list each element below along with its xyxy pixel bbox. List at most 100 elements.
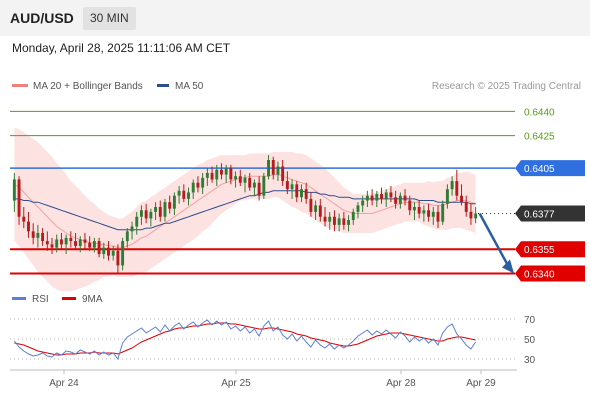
bollinger-band-area (14, 127, 476, 292)
candle-body (88, 242, 92, 248)
projection (478, 212, 514, 274)
candle-body (243, 177, 247, 183)
candle (229, 164, 233, 185)
legend-label-ma50: MA 50 (175, 81, 204, 92)
candle (149, 208, 153, 227)
candle (97, 237, 101, 258)
candle-body (300, 189, 303, 198)
candle-body (55, 239, 59, 248)
candle (380, 187, 383, 204)
candle-body (403, 195, 407, 201)
candle-body (92, 241, 96, 248)
candle-body (365, 195, 369, 201)
candle (412, 202, 416, 220)
candle (111, 245, 115, 261)
candle (135, 211, 139, 235)
candle-body (59, 239, 63, 245)
level-tag-text-0.6355: 0.6355 (524, 245, 555, 256)
candle-body (36, 232, 40, 238)
candle (107, 241, 110, 261)
candle (74, 232, 78, 250)
candle-body (276, 166, 280, 175)
symbol-title: AUD/USD (10, 10, 74, 26)
candle (224, 164, 228, 183)
candle-body (314, 205, 318, 212)
level-label-0.6440: 0.6440 (524, 107, 555, 118)
candle-body (196, 182, 200, 188)
candle-body (290, 184, 294, 190)
candle-body (304, 189, 308, 199)
candle-body (158, 207, 162, 217)
rsi-level-label-50: 50 (524, 335, 536, 346)
candle-body (436, 211, 440, 222)
level-tag-text-0.6377: 0.6377 (524, 210, 555, 221)
candle (403, 189, 407, 206)
candle (314, 200, 318, 220)
candle-body (135, 216, 139, 227)
candle-body (445, 189, 449, 204)
candle-body (474, 213, 478, 219)
candle (158, 200, 162, 222)
main-legend: MA 20 + Bollinger Bands MA 50 (12, 81, 204, 92)
candle-body (17, 179, 21, 217)
candle (55, 234, 59, 253)
candle (187, 187, 190, 206)
candle-body (50, 244, 54, 248)
candle-body (215, 169, 219, 180)
candle (365, 190, 369, 208)
candle (460, 184, 463, 206)
candle-body (252, 182, 256, 188)
candle-body (210, 172, 214, 180)
candle (248, 172, 252, 191)
candle (300, 184, 303, 203)
candle-body (229, 168, 233, 180)
candle-body (389, 192, 393, 198)
candle (436, 205, 440, 229)
legend-swatch-9ma (62, 297, 76, 300)
candle (304, 182, 308, 204)
candle (45, 231, 49, 251)
candle (41, 228, 45, 246)
candle (474, 207, 478, 224)
legend-label-9ma: 9MA (82, 294, 103, 305)
x-tick-label: Apr 28 (386, 378, 416, 389)
candle (252, 179, 256, 196)
x-tick-label: Apr 24 (49, 378, 79, 389)
candle (356, 202, 360, 219)
candle-body (380, 194, 383, 199)
level-tag-0.6405 (515, 160, 585, 177)
candle (64, 234, 68, 255)
bollinger-bands (14, 127, 476, 292)
candle-body (116, 250, 120, 266)
candle (389, 185, 393, 203)
candle (27, 211, 30, 238)
candle (168, 195, 172, 214)
candle (262, 172, 266, 199)
candle (281, 160, 285, 186)
candle (450, 176, 454, 196)
legend-swatch-ma50 (157, 84, 169, 87)
candle-body (347, 220, 351, 225)
candle (318, 198, 322, 222)
candle-body (111, 250, 115, 256)
candle (182, 184, 186, 203)
candle-body (337, 218, 341, 225)
candle (191, 179, 195, 199)
candle-body (248, 177, 252, 188)
candle (59, 232, 63, 250)
candle (464, 195, 468, 217)
candle (88, 236, 92, 251)
candle-body (41, 232, 45, 242)
candle (125, 228, 129, 248)
candle-body (455, 181, 459, 196)
candle-body (271, 160, 275, 175)
candle-body (460, 195, 463, 203)
header-bar: AUD/USD 30 MIN (0, 0, 590, 36)
candle-body (309, 198, 313, 212)
candle-body (224, 168, 228, 175)
candle (102, 242, 106, 259)
candle (290, 179, 294, 199)
interval-button[interactable]: 30 MIN (83, 7, 136, 30)
level-tag-0.6377 (515, 205, 585, 222)
rsi-line (14, 319, 477, 361)
